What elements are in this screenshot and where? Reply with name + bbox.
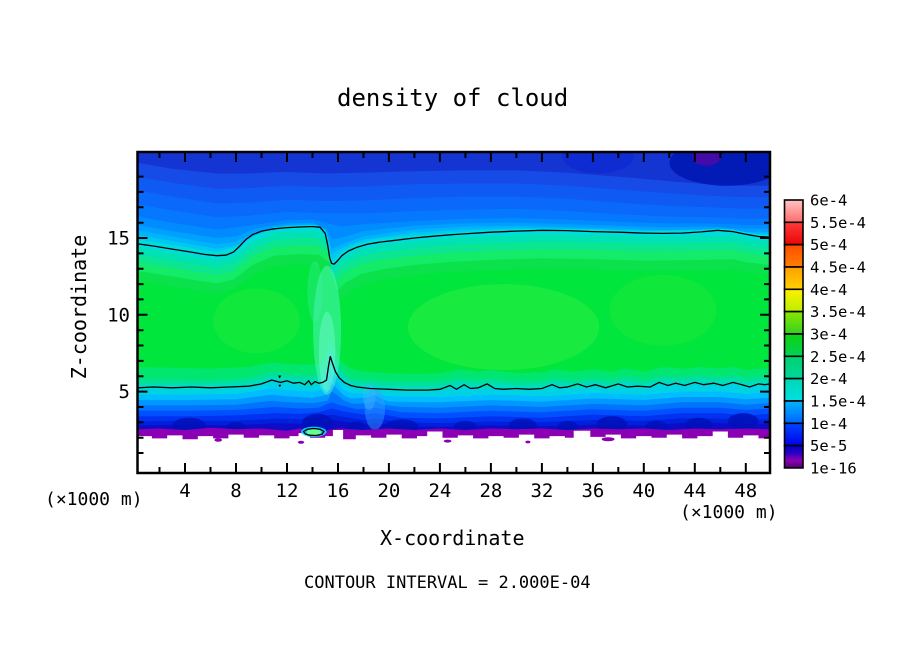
svg-text:2.5e-4: 2.5e-4 bbox=[810, 348, 866, 366]
svg-text:10: 10 bbox=[107, 304, 130, 326]
svg-text:15: 15 bbox=[107, 228, 130, 250]
svg-text:20: 20 bbox=[377, 480, 400, 502]
svg-text:1e-4: 1e-4 bbox=[810, 415, 847, 433]
svg-text:48: 48 bbox=[734, 480, 757, 502]
svg-text:12: 12 bbox=[276, 480, 299, 502]
x-axis-units-label: (×1000 m) bbox=[680, 502, 778, 523]
svg-text:5e-4: 5e-4 bbox=[810, 236, 847, 254]
svg-text:8: 8 bbox=[230, 480, 241, 502]
y-axis-units-label: (×1000 m) bbox=[45, 489, 143, 510]
svg-text:3.5e-4: 3.5e-4 bbox=[810, 303, 866, 321]
chart-title: density of cloud bbox=[337, 84, 569, 112]
svg-text:3e-4: 3e-4 bbox=[810, 326, 847, 344]
svg-text:44: 44 bbox=[683, 480, 706, 502]
svg-text:16: 16 bbox=[327, 480, 350, 502]
y-axis-label: Z-coordinate bbox=[67, 234, 91, 380]
x-axis-label: X-coordinate bbox=[380, 526, 525, 550]
contour-interval-label: CONTOUR INTERVAL = 2.000E-04 bbox=[304, 573, 591, 593]
svg-text:36: 36 bbox=[581, 480, 604, 502]
svg-text:1.5e-4: 1.5e-4 bbox=[810, 393, 866, 411]
svg-text:5e-5: 5e-5 bbox=[810, 437, 847, 455]
svg-text:5.5e-4: 5.5e-4 bbox=[810, 214, 866, 232]
svg-text:5: 5 bbox=[119, 381, 130, 403]
svg-text:24: 24 bbox=[428, 480, 451, 502]
svg-text:2e-4: 2e-4 bbox=[810, 370, 847, 388]
svg-text:1e-16: 1e-16 bbox=[810, 460, 857, 478]
svg-text:4e-4: 4e-4 bbox=[810, 281, 847, 299]
svg-text:32: 32 bbox=[530, 480, 553, 502]
svg-text:28: 28 bbox=[479, 480, 502, 502]
svg-text:40: 40 bbox=[632, 480, 655, 502]
svg-text:4.5e-4: 4.5e-4 bbox=[810, 259, 866, 277]
svg-text:6e-4: 6e-4 bbox=[810, 192, 847, 210]
svg-text:4: 4 bbox=[179, 480, 190, 502]
